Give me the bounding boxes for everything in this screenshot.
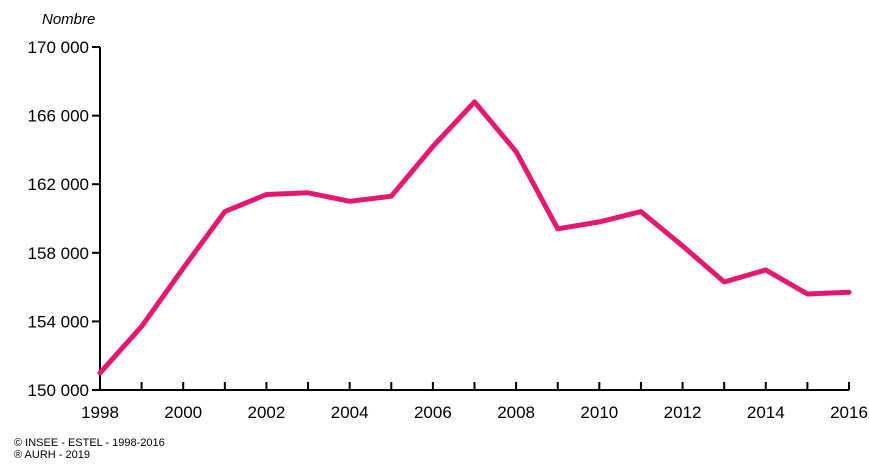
x-tick-label: 2010 bbox=[580, 403, 618, 422]
x-axis: 1998 2000 2002 2004 2006 2008 2010 2012 2014 2016 bbox=[81, 382, 868, 422]
credit-aurh: ® AURH - 2019 bbox=[14, 449, 90, 461]
credits: © INSEE - ESTEL - 1998-2016 ® AURH - 201… bbox=[14, 437, 165, 461]
y-tick-label: 166 000 bbox=[28, 107, 89, 126]
y-tick-label: 162 000 bbox=[28, 175, 89, 194]
x-tick-label: 1998 bbox=[81, 403, 119, 422]
y-axis: 150 000 154 000 158 000 162 000 166 000 170 0… bbox=[28, 38, 101, 400]
y-tick-label: 150 000 bbox=[28, 381, 89, 400]
series-layer bbox=[97, 99, 852, 376]
x-tick-label: 2004 bbox=[331, 403, 369, 422]
x-tick-label: 2008 bbox=[497, 403, 535, 422]
x-tick-label: 2014 bbox=[747, 403, 785, 422]
credit-insee: © INSEE - ESTEL - 1998-2016 bbox=[14, 437, 165, 449]
y-tick-label: 158 000 bbox=[28, 244, 89, 263]
x-tick-label: 2016 bbox=[830, 403, 868, 422]
x-tick-label: 2002 bbox=[248, 403, 286, 422]
series-line bbox=[97, 99, 852, 376]
x-tick-label: 2006 bbox=[414, 403, 452, 422]
x-tick-label: 2000 bbox=[164, 403, 202, 422]
x-tick-label: 2012 bbox=[664, 403, 702, 422]
y-tick-label: 170 000 bbox=[28, 38, 89, 57]
y-tick-label: 154 000 bbox=[28, 312, 89, 331]
y-axis-label: Nombre bbox=[42, 11, 95, 28]
